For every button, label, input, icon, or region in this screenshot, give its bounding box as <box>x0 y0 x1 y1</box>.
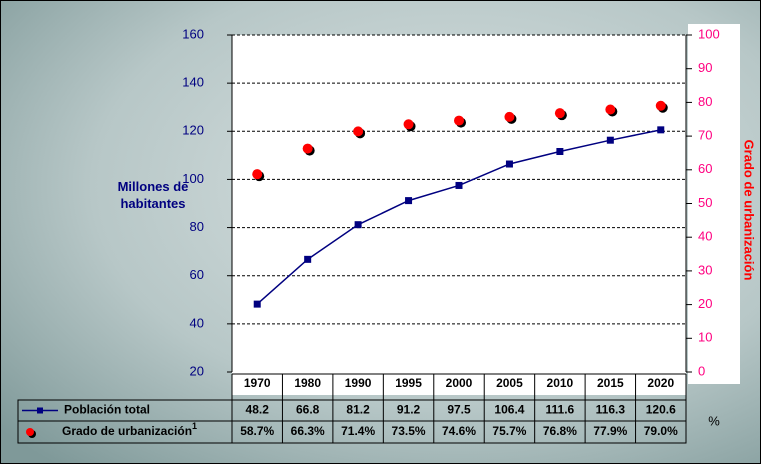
y2-tick-label: 10 <box>698 330 712 345</box>
x-tick-label: 1990 <box>345 376 372 390</box>
table-value: 120.6 <box>646 403 676 417</box>
population-point <box>657 126 665 134</box>
legend-marker <box>37 407 43 414</box>
table-value: 73.5% <box>392 424 426 438</box>
table-value: 97.5 <box>447 403 471 417</box>
y-axis-label: Millones de habitantes <box>117 179 189 211</box>
table-value: 74.6% <box>442 424 476 438</box>
y2-tick-label: 0 <box>698 363 705 378</box>
x-tick-label: 1980 <box>294 376 321 390</box>
y-tick-label: 40 <box>190 315 204 330</box>
population-point <box>354 221 362 229</box>
urbanization-point <box>252 169 263 180</box>
x-tick-label: 2005 <box>496 376 523 390</box>
table-value: 75.7% <box>492 424 526 438</box>
y2-tick-label: 50 <box>698 195 712 210</box>
x-tick-label: 2015 <box>597 376 624 390</box>
table-value: 66.8 <box>296 403 320 417</box>
x-tick-label: 2010 <box>547 376 574 390</box>
table-value: 106.4 <box>494 403 524 417</box>
y2-tick-label: 40 <box>698 229 712 244</box>
urbanization-point <box>403 119 414 130</box>
population-point <box>505 160 513 168</box>
plot-area <box>232 35 686 395</box>
x-tick-label: 1970 <box>244 376 271 390</box>
table-value: 77.9% <box>593 424 627 438</box>
table-value: 79.0% <box>644 424 678 438</box>
y-tick-label: 60 <box>190 267 204 282</box>
y2-tick-label: 90 <box>698 60 712 75</box>
y-tick-label: 120 <box>182 123 204 138</box>
urbanization-point <box>353 126 364 137</box>
population-point <box>556 148 564 156</box>
legend-marker <box>26 428 34 436</box>
y2-tick-label: 100 <box>698 26 720 41</box>
legend-label: Grado de urbanización1 <box>62 421 197 438</box>
table-unit: % <box>708 413 720 428</box>
urbanization-point <box>605 104 616 115</box>
urbanization-point <box>554 108 565 119</box>
x-tick-label: 2000 <box>446 376 473 390</box>
table-value: 58.7% <box>240 424 274 438</box>
legend-text: Población total <box>64 403 150 417</box>
table-value: 48.2 <box>246 403 270 417</box>
population-point <box>304 255 312 263</box>
population-point <box>606 136 614 144</box>
population-point <box>253 300 261 308</box>
y2-axis-area <box>688 24 740 384</box>
urbanization-point <box>504 111 515 122</box>
table-value: 81.2 <box>346 403 370 417</box>
y-tick-label: 140 <box>182 75 204 90</box>
x-tick-label: 1995 <box>395 376 422 390</box>
population-point <box>455 181 463 189</box>
y-tick-label: 80 <box>190 219 204 234</box>
y-tick-label: 20 <box>190 363 204 378</box>
table-value: 66.3% <box>291 424 325 438</box>
urbanization-point <box>302 143 313 154</box>
table-value: 71.4% <box>341 424 375 438</box>
table-value: 116.3 <box>596 403 626 417</box>
y2-axis-label: Grado de urbanización <box>742 140 757 281</box>
y-tick-label: 100 <box>182 171 204 186</box>
legend-superscript: 1 <box>192 421 197 431</box>
y2-tick-label: 20 <box>698 296 712 311</box>
y2-tick-label: 80 <box>698 94 712 109</box>
urbanization-point <box>655 100 666 111</box>
table-value: 91.2 <box>397 403 421 417</box>
legend-label: Población total <box>64 403 150 417</box>
y2-tick-label: 30 <box>698 262 712 277</box>
y2-tick-label: 60 <box>698 161 712 176</box>
y2-tick-label: 70 <box>698 128 712 143</box>
population-point <box>405 197 413 205</box>
y-tick-label: 160 <box>182 26 204 41</box>
table-value: 76.8% <box>543 424 577 438</box>
table-value: 111.6 <box>546 403 575 417</box>
x-tick-label: 2020 <box>647 376 674 390</box>
urbanization-point <box>454 115 464 126</box>
legend-text: Grado de urbanización <box>62 424 192 438</box>
